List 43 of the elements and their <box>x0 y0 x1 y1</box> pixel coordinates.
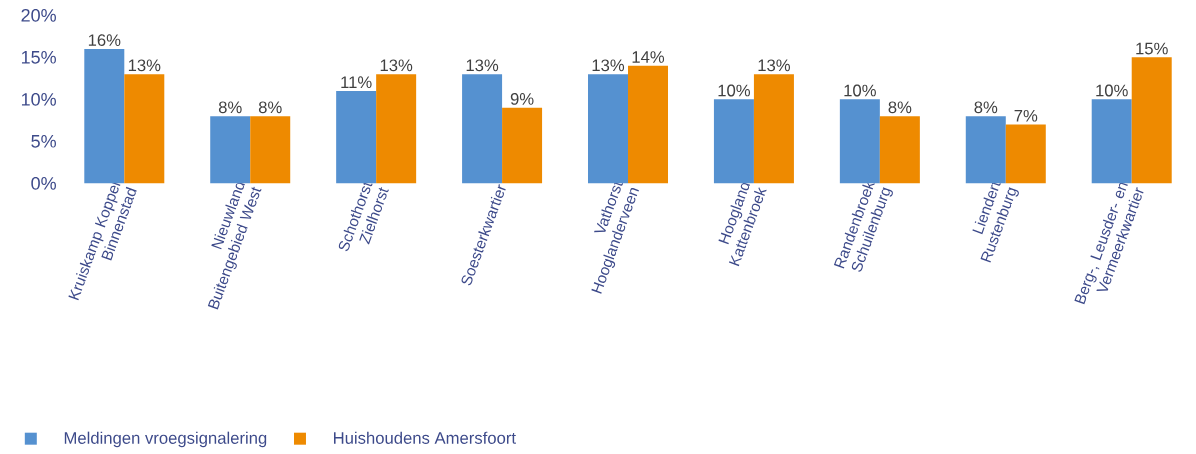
data-label: 13% <box>466 59 499 72</box>
data-label: 13% <box>380 59 413 72</box>
data-label: 10% <box>844 84 876 97</box>
bar <box>84 48 125 184</box>
bar <box>336 90 377 184</box>
data-label: 13% <box>592 59 625 72</box>
legend-label: Huishoudens Amersfoort <box>334 431 516 444</box>
bar <box>628 65 668 184</box>
data-label: 7% <box>1014 109 1038 122</box>
data-label: 13% <box>128 59 161 72</box>
bar <box>965 116 1006 184</box>
bar <box>462 74 503 184</box>
bar <box>588 74 629 184</box>
bar <box>1131 57 1172 184</box>
data-label: 9% <box>510 93 534 105</box>
bar <box>210 116 251 184</box>
bar <box>839 99 880 184</box>
bar <box>376 74 417 184</box>
bar <box>502 107 543 184</box>
bar <box>1005 124 1046 184</box>
data-label: 13% <box>758 59 791 72</box>
data-label: 14% <box>632 51 665 63</box>
legend-label: Meldingen vroegsignalering <box>64 431 267 448</box>
y-tick-label: 5% <box>31 135 56 148</box>
bar <box>250 116 291 184</box>
data-label: 8% <box>218 101 242 114</box>
data-label: 8% <box>888 101 912 114</box>
bar <box>1091 99 1132 184</box>
y-tick-label: 15% <box>21 51 56 64</box>
bar <box>753 74 794 184</box>
data-label: 10% <box>1096 84 1128 97</box>
bar <box>879 116 920 184</box>
bar <box>124 74 165 184</box>
y-tick-label: 20% <box>21 8 56 22</box>
data-label: 8% <box>974 101 998 114</box>
data-label: 16% <box>88 34 121 47</box>
y-tick-label: 10% <box>21 92 56 106</box>
data-label: 15% <box>1136 42 1168 55</box>
bar <box>713 99 754 184</box>
data-label: 11% <box>341 76 372 89</box>
data-label: 10% <box>718 84 751 97</box>
data-label: 8% <box>258 101 282 114</box>
y-tick-label: 0% <box>31 176 56 190</box>
